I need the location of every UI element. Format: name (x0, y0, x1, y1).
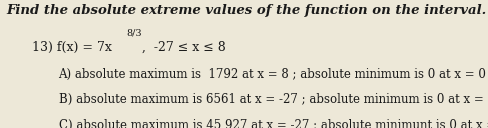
Text: A) absolute maximum is  1792 at x = 8 ; absolute minimum is 0 at x = 0: A) absolute maximum is 1792 at x = 8 ; a… (59, 68, 487, 81)
Text: 13) f(x) = 7x: 13) f(x) = 7x (32, 41, 112, 54)
Text: C) absolute maximum is 45,927 at x = -27 ; absolute minimunt is 0 at x = 0: C) absolute maximum is 45,927 at x = -27… (59, 119, 488, 128)
Text: Find the absolute extreme values of the function on the interval.: Find the absolute extreme values of the … (6, 4, 486, 17)
Text: B) absolute maximum is 6561 at x = -27 ; absolute minimum is 0 at x = 0: B) absolute maximum is 6561 at x = -27 ;… (59, 93, 488, 106)
Text: ,  -27 ≤ x ≤ 8: , -27 ≤ x ≤ 8 (142, 41, 226, 54)
Text: 8/3: 8/3 (126, 28, 142, 37)
